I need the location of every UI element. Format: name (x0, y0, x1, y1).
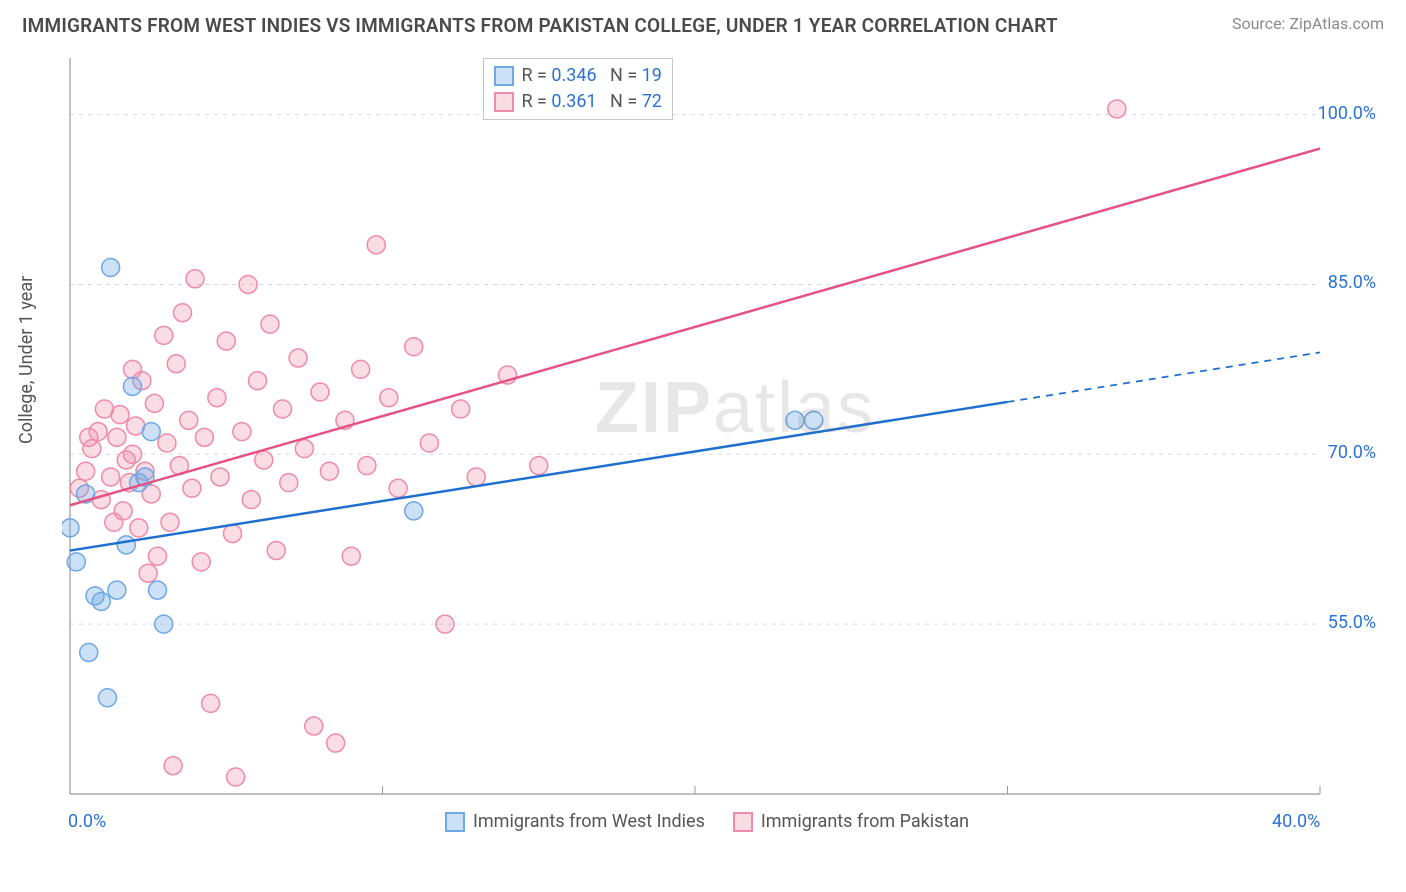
chart-title: IMMIGRANTS FROM WEST INDIES VS IMMIGRANT… (22, 14, 1058, 37)
legend-series-label: Immigrants from Pakistan (761, 811, 969, 832)
data-point (92, 593, 110, 611)
data-point (102, 258, 120, 276)
x-tick-label: 40.0% (1272, 811, 1320, 832)
data-point (267, 542, 285, 560)
legend-swatch-icon (494, 92, 514, 112)
data-point (289, 349, 307, 367)
data-point (192, 553, 210, 571)
data-point (239, 275, 257, 293)
data-point (108, 428, 126, 446)
legend-series: Immigrants from West Indies Immigrants fr… (445, 811, 969, 832)
data-point (174, 304, 192, 322)
data-point (305, 717, 323, 735)
data-point (1108, 100, 1126, 118)
data-point (530, 457, 548, 475)
data-point (145, 394, 163, 412)
legend-stats-row: R = 0.346 N = 19 (494, 63, 662, 89)
data-point (261, 315, 279, 333)
plot-wrapper: College, Under 1 year 55.0%70.0%85.0%100… (22, 44, 1384, 854)
y-axis-label: College, Under 1 year (16, 276, 37, 444)
x-tick-label: 0.0% (68, 811, 106, 832)
legend-swatch-icon (445, 812, 465, 832)
legend-swatch-icon (733, 812, 753, 832)
data-point (358, 457, 376, 475)
data-point (208, 389, 226, 407)
data-point (295, 440, 313, 458)
data-point (211, 468, 229, 486)
data-point (80, 643, 98, 661)
legend-stats-text: R = 0.346 N = 19 (522, 63, 662, 89)
data-point (249, 372, 267, 390)
data-point (405, 502, 423, 520)
source-label: Source: ZipAtlas.com (1232, 14, 1384, 33)
data-point (436, 615, 454, 633)
data-point (255, 451, 273, 469)
data-point (155, 615, 173, 633)
legend-stats-row: R = 0.361 N = 72 (494, 89, 662, 115)
y-tick-label: 85.0% (1328, 272, 1376, 293)
data-point (124, 360, 142, 378)
data-point (124, 377, 142, 395)
data-point (320, 462, 338, 480)
data-point (124, 445, 142, 463)
data-point (139, 564, 157, 582)
legend-stats-text: R = 0.361 N = 72 (522, 89, 662, 115)
data-point (62, 519, 79, 537)
data-point (217, 332, 235, 350)
data-point (155, 326, 173, 344)
data-point (224, 525, 242, 543)
data-point (311, 383, 329, 401)
data-point (158, 434, 176, 452)
plot-svg (62, 50, 1380, 830)
data-point (467, 468, 485, 486)
data-point (420, 434, 438, 452)
data-point (183, 479, 201, 497)
data-point (242, 491, 260, 509)
data-point (149, 581, 167, 599)
data-point (142, 423, 160, 441)
data-point (202, 694, 220, 712)
data-point (161, 513, 179, 531)
data-point (108, 581, 126, 599)
data-point (111, 406, 129, 424)
legend-swatch-icon (494, 66, 514, 86)
data-point (805, 411, 823, 429)
data-point (227, 768, 245, 786)
data-point (149, 547, 167, 565)
legend-stats: R = 0.346 N = 19R = 0.361 N = 72 (483, 58, 673, 120)
data-point (180, 411, 198, 429)
data-point (233, 423, 251, 441)
data-point (380, 389, 398, 407)
data-point (130, 519, 148, 537)
scatter-plot: 55.0% 70.0% 85.0% 100.0% 0.0% 40.0% R = 0.346 … (62, 50, 1380, 830)
legend-series-label: Immigrants from West Indies (473, 811, 705, 832)
data-point (405, 338, 423, 356)
data-point (280, 474, 298, 492)
data-point (186, 270, 204, 288)
data-point (117, 536, 135, 554)
data-point (327, 734, 345, 752)
data-point (342, 547, 360, 565)
data-point (102, 468, 120, 486)
data-point (352, 360, 370, 378)
legend-series-item: Immigrants from Pakistan (733, 811, 969, 832)
y-tick-label: 55.0% (1328, 612, 1376, 633)
data-point (77, 462, 95, 480)
data-point (452, 400, 470, 418)
y-tick-label: 100.0% (1318, 103, 1376, 124)
data-point (167, 355, 185, 373)
data-point (80, 428, 98, 446)
data-point (389, 479, 407, 497)
data-point (164, 757, 182, 775)
data-point (105, 513, 123, 531)
title-bar: IMMIGRANTS FROM WEST INDIES VS IMMIGRANT… (0, 0, 1406, 43)
data-point (786, 411, 804, 429)
data-point (367, 236, 385, 254)
y-tick-label: 70.0% (1328, 442, 1376, 463)
data-point (99, 689, 117, 707)
data-point (274, 400, 292, 418)
data-point (195, 428, 213, 446)
data-point (67, 553, 85, 571)
legend-series-item: Immigrants from West Indies (445, 811, 705, 832)
